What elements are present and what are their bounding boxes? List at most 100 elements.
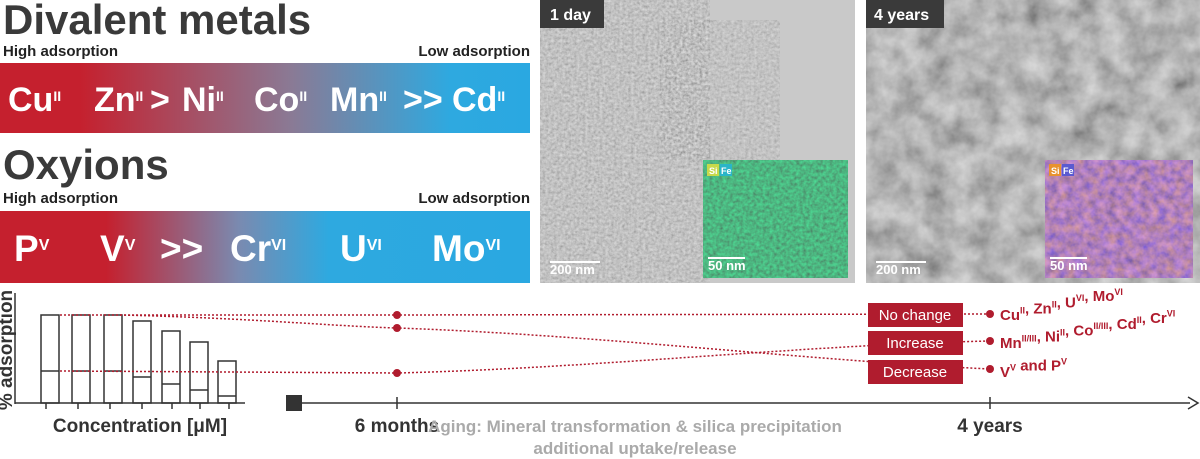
ion-symbol: , Co (1065, 322, 1093, 339)
ion-symbol: Cu (8, 81, 53, 119)
time-label: 4 years (874, 7, 929, 24)
legend-chip (707, 164, 719, 176)
ion-symbol: , Zn (1025, 301, 1052, 318)
start-marker (286, 395, 302, 411)
oxidation-state: VI (367, 237, 382, 254)
ion-symbol: > (150, 81, 170, 119)
ion-symbol: Co (254, 81, 299, 119)
oxidation-state: VI (1167, 309, 1176, 319)
ion-symbol: Cd (452, 81, 497, 119)
ion-label: MoVI (432, 228, 501, 269)
ion-label: >> (403, 81, 443, 119)
legend-chip (1062, 164, 1074, 176)
oxidation-state: II (1020, 306, 1025, 316)
oxidation-state: V (1010, 363, 1016, 373)
ion-symbol: U (340, 228, 367, 269)
time-tick-label: 4 years (957, 416, 1023, 437)
scale-label: 50 nm (1050, 258, 1088, 273)
ion-symbol: , U (1057, 294, 1076, 311)
element-label: Si (709, 166, 718, 176)
aging-note: additional uptake/release (533, 439, 736, 458)
gradient-bar (0, 211, 530, 283)
high-label: High adsorption (3, 43, 118, 60)
ion-symbol: V (100, 228, 125, 269)
ion-symbol: , Cr (1142, 310, 1167, 327)
ion-label: PV (14, 228, 50, 269)
ion-label: NiII (182, 81, 224, 119)
high-label: High adsorption (3, 190, 118, 207)
oxidation-state: V (125, 237, 136, 254)
y-axis-label: % adsorption (0, 290, 17, 410)
oxidation-state: II (497, 88, 505, 104)
gradient-bar (0, 63, 530, 133)
low-label: Low adsorption (418, 43, 530, 60)
oxidation-state: VI (271, 237, 286, 254)
oxidation-state: VI (485, 237, 500, 254)
scale-label: 50 nm (708, 258, 746, 273)
ion-label: > (150, 81, 170, 119)
oxidation-state: II (53, 88, 61, 104)
ion-label: CoII (254, 81, 307, 119)
outcome-label: Increase (886, 335, 944, 352)
scale-label: 200 nm (876, 262, 921, 277)
outcome-box (868, 331, 963, 355)
aging-note: Aging: Mineral transformation & silica p… (428, 417, 842, 436)
element-list: VV and PV (1000, 356, 1067, 381)
ion-symbol: P (14, 228, 39, 269)
ion-symbol: , Mo (1084, 288, 1114, 305)
ion-symbol: Cu (1000, 307, 1020, 324)
ion-symbol: Zn (94, 81, 136, 119)
oxidation-state: VI (1076, 293, 1085, 303)
oxidation-state: II (136, 88, 144, 104)
oxidation-state: VI (1114, 287, 1123, 297)
outcome-box (868, 303, 963, 327)
ion-symbol: , Cd (1108, 316, 1136, 333)
outcome-label: No change (879, 307, 952, 324)
ion-symbol: >> (403, 81, 443, 119)
ion-label: CrVI (230, 228, 286, 269)
scale-label: 200 nm (550, 262, 595, 277)
oxidation-state: II/III (1022, 334, 1037, 344)
ion-label: CuII (8, 81, 61, 119)
micrograph-texture (660, 20, 780, 160)
label-box (540, 0, 604, 28)
legend-chip (1049, 164, 1061, 176)
element-label: Si (1051, 166, 1060, 176)
oxidation-state: II (1137, 315, 1142, 325)
oxidation-state: V (1061, 356, 1067, 366)
element-list: MnII/III, NiII, CoII/III, CdII, CrVI (1000, 309, 1175, 353)
oxidation-state: II (1060, 327, 1065, 337)
arrow-head (1187, 396, 1200, 410)
oxidation-state: II (379, 88, 387, 104)
ion-symbol: and P (1016, 358, 1061, 375)
ion-symbol: Mo (432, 228, 485, 269)
trend-dots (393, 310, 994, 377)
outcome-label: Decrease (883, 364, 947, 381)
element-list: CuII, ZnII, UVI, MoVI (1000, 287, 1123, 324)
oxidation-state: II (216, 88, 224, 104)
element-label: Fe (721, 166, 732, 176)
section-title: Divalent metals (3, 0, 311, 43)
ion-symbol: Mn (330, 81, 379, 119)
schematic-bars (14, 293, 245, 409)
time-tick-label: 6 months (355, 416, 439, 437)
oxidation-state: II (299, 88, 307, 104)
label-box (866, 0, 944, 28)
oxidation-state: V (39, 237, 50, 254)
ion-label: MnII (330, 81, 387, 119)
time-label: 1 day (550, 7, 591, 24)
x-axis-label: Concentration [μM] (53, 416, 227, 437)
ion-symbol: , Ni (1037, 329, 1060, 346)
ion-label: UVI (340, 228, 382, 269)
ion-symbol: V (1000, 364, 1010, 381)
outcome-box (868, 360, 963, 384)
ion-label: >> (160, 228, 203, 269)
oxidation-state: II (1052, 299, 1057, 309)
ion-symbol: Mn (1000, 335, 1022, 352)
ion-symbol: >> (160, 228, 203, 269)
trend-lines (59, 313, 991, 374)
section-title: Oxyions (3, 141, 169, 188)
legend-chip (720, 164, 732, 176)
element-label: Fe (1063, 166, 1074, 176)
